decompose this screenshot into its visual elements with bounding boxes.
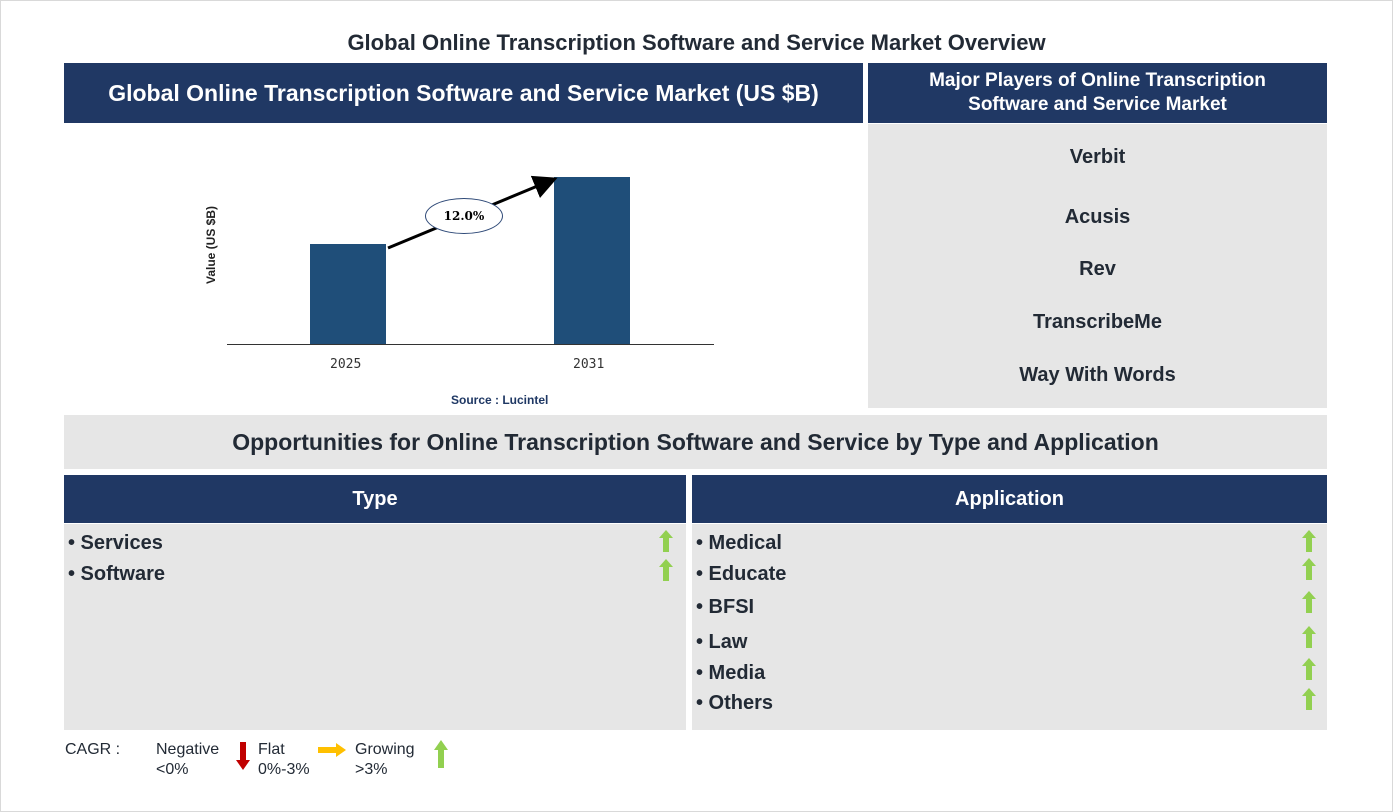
up-arrow-icon	[1302, 558, 1316, 580]
players-panel-header: Major Players of Online Transcription So…	[868, 63, 1327, 123]
page-title: Global Online Transcription Software and…	[347, 30, 1046, 55]
application-item-media: • Media	[696, 662, 766, 684]
bar-2025	[310, 244, 386, 344]
right-arrow-icon	[318, 743, 346, 757]
up-arrow-icon	[434, 740, 448, 768]
players-header-line2: Software and Service Market	[968, 94, 1227, 115]
down-arrow-icon	[236, 742, 250, 770]
type-list: • Services • Software	[64, 524, 686, 730]
application-header-label: Application	[955, 487, 1064, 510]
legend-flat: Flat 0%-3%	[258, 740, 310, 780]
legend-negative-label: Negative	[156, 741, 220, 758]
application-list: • Medical • Educate • BFSI • Law • Media…	[692, 524, 1327, 730]
market-panel-header: Global Online Transcription Software and…	[64, 63, 863, 123]
up-arrow-icon	[1302, 591, 1316, 613]
legend-negative-range: <0%	[156, 761, 189, 778]
legend-negative: Negative <0%	[156, 740, 219, 780]
up-arrow-icon	[1302, 658, 1316, 680]
up-arrow-icon	[1302, 530, 1316, 552]
application-item-law: • Law	[696, 631, 748, 653]
application-item-educate: • Educate	[696, 563, 787, 585]
cagr-annotation: 12.0%	[425, 198, 503, 234]
x-label-2031: 2031	[573, 357, 605, 372]
cagr-value: 12.0%	[443, 209, 485, 223]
cagr-legend-label: CAGR :	[65, 741, 121, 758]
application-item-others: • Others	[696, 692, 774, 714]
opportunities-title: Opportunities for Online Transcription S…	[232, 428, 1159, 455]
type-header: Type	[64, 475, 686, 523]
up-arrow-icon	[659, 559, 673, 581]
player-item: Rev	[1079, 258, 1116, 280]
players-list: Verbit Acusis Rev TranscribeMe Way With …	[868, 124, 1327, 408]
up-arrow-icon	[659, 530, 673, 552]
up-arrow-icon	[1302, 626, 1316, 648]
player-item: Verbit	[1069, 146, 1126, 168]
x-axis-line	[227, 344, 714, 345]
legend-growing: Growing >3%	[355, 740, 415, 780]
x-label-2025: 2025	[330, 357, 362, 372]
application-header: Application	[692, 475, 1327, 523]
source-note: Source : Lucintel	[451, 393, 549, 407]
player-item: TranscribeMe	[1033, 311, 1162, 333]
legend-flat-range: 0%-3%	[258, 761, 310, 778]
legend-growing-label: Growing	[355, 741, 415, 758]
market-chart: Value (US $B) 12.0% 2025 2031 Source : L…	[64, 124, 863, 408]
players-header-line1: Major Players of Online Transcription	[929, 70, 1266, 91]
type-header-label: Type	[352, 487, 398, 510]
growth-arrow-icon	[387, 175, 558, 250]
player-item: Acusis	[1064, 206, 1131, 228]
type-item-services: • Services	[68, 532, 163, 554]
opportunities-title-bar: Opportunities for Online Transcription S…	[64, 415, 1327, 469]
type-item-software: • Software	[68, 563, 166, 585]
application-item-bfsi: • BFSI	[696, 596, 755, 618]
player-item: Way With Words	[1019, 364, 1176, 386]
up-arrow-icon	[1302, 688, 1316, 710]
bar-2031	[554, 177, 630, 344]
legend-flat-label: Flat	[258, 741, 285, 758]
application-item-medical: • Medical	[696, 532, 782, 554]
market-panel-title: Global Online Transcription Software and…	[108, 79, 819, 106]
legend-growing-range: >3%	[355, 761, 388, 778]
